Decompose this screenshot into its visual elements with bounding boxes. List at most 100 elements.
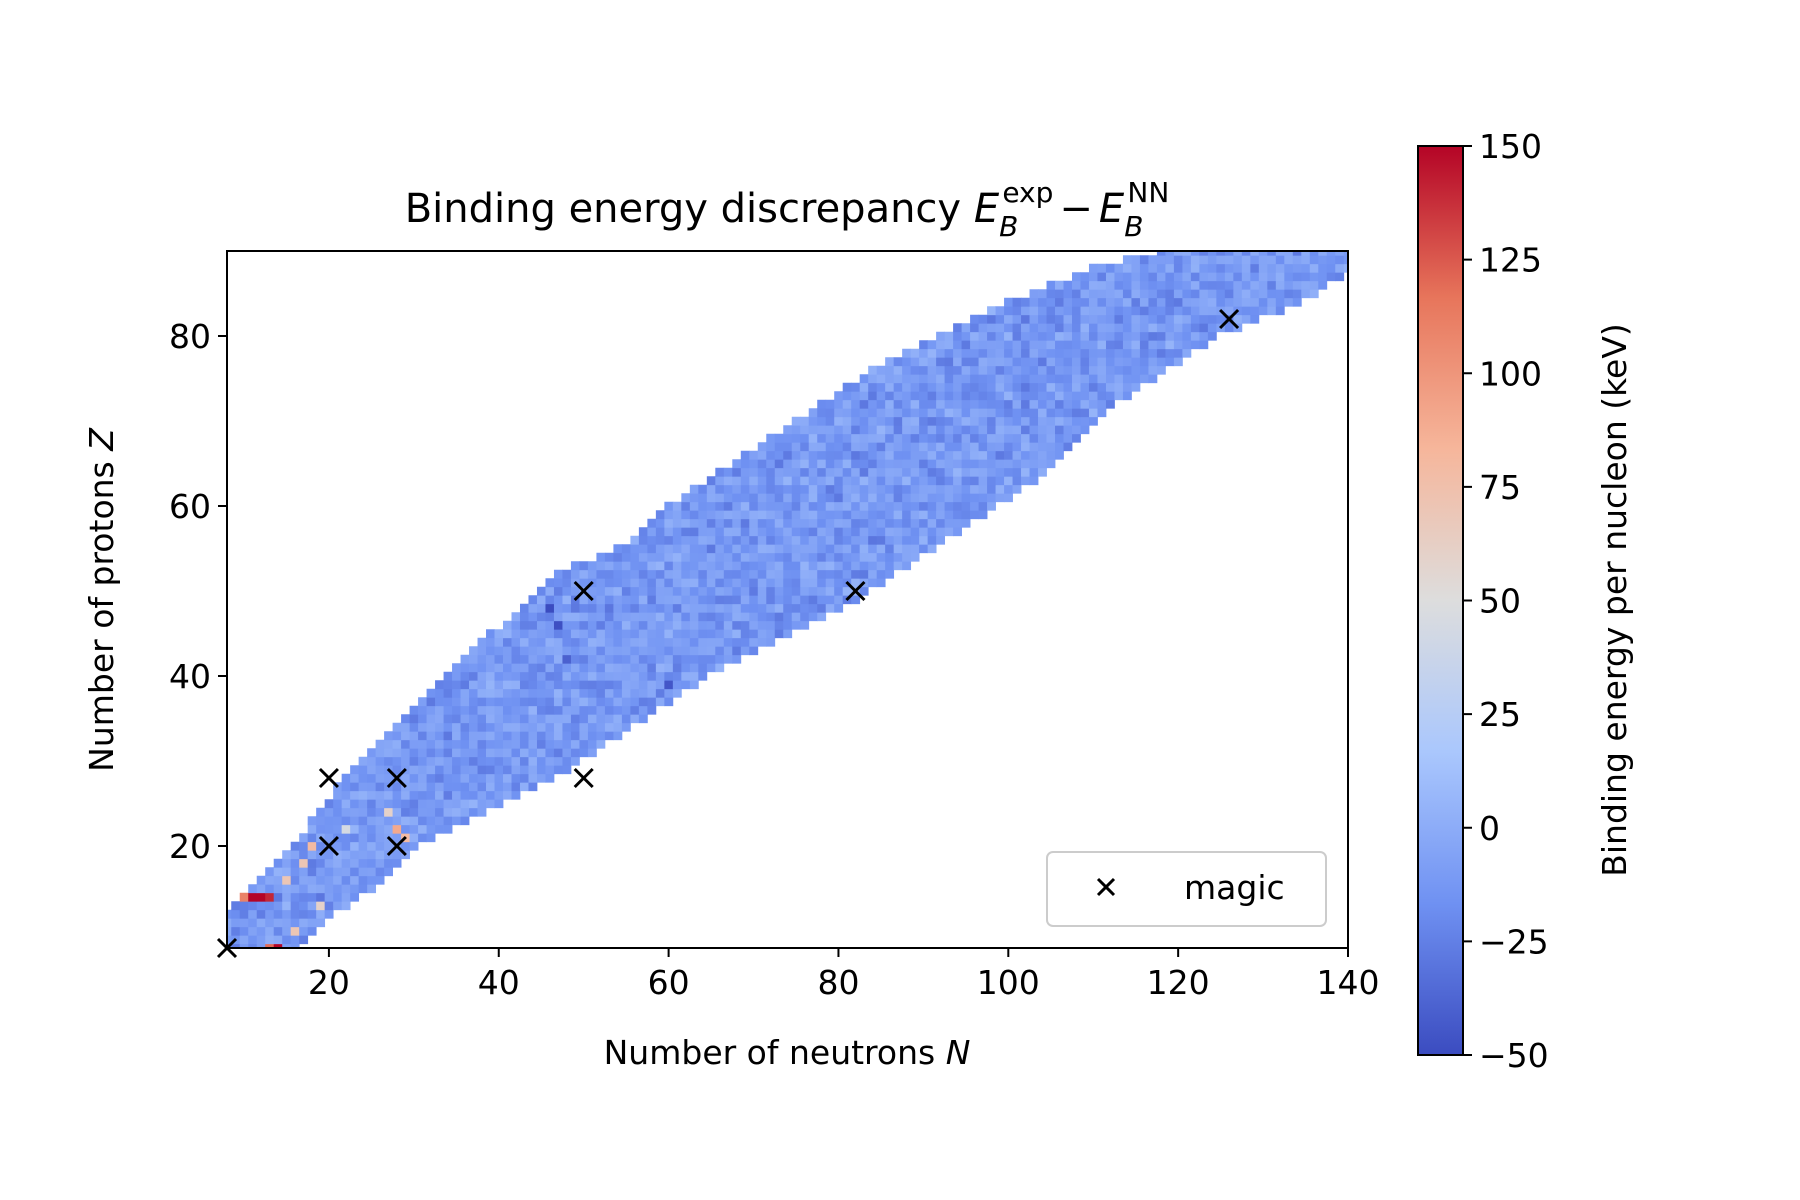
heatmap-cell	[1046, 442, 1056, 452]
heatmap-cell	[757, 544, 767, 554]
heatmap-cell	[749, 629, 759, 639]
heatmap-cell	[1284, 272, 1294, 282]
heatmap-cell	[460, 680, 470, 690]
heatmap-cell	[256, 892, 266, 902]
heatmap-cell	[613, 671, 623, 681]
heatmap-cell	[545, 731, 555, 741]
heatmap-cell	[919, 450, 929, 460]
heatmap-cell	[638, 654, 648, 664]
heatmap-cell	[341, 807, 351, 817]
heatmap-cell	[876, 416, 886, 426]
heatmap-cell	[876, 399, 886, 409]
heatmap-cell	[1250, 272, 1260, 282]
heatmap-cell	[367, 807, 377, 817]
heatmap-cell	[868, 433, 878, 443]
heatmap-cell	[1004, 467, 1013, 477]
heatmap-cell	[1021, 467, 1030, 477]
heatmap-cell	[1165, 331, 1175, 341]
heatmap-cell	[868, 578, 878, 588]
heatmap-cell	[910, 459, 920, 469]
heatmap-cell	[936, 476, 946, 486]
heatmap-cell	[1088, 348, 1098, 358]
heatmap-cell	[1105, 348, 1115, 358]
heatmap-cell	[613, 637, 623, 647]
heatmap-cell	[706, 612, 716, 622]
heatmap-cell	[698, 612, 708, 622]
heatmap-cell	[409, 841, 419, 851]
magic-marker	[318, 767, 339, 789]
heatmap-cell	[401, 816, 410, 826]
heatmap-cell	[435, 705, 444, 715]
heatmap-cell	[1182, 340, 1192, 350]
heatmap-cell	[469, 773, 478, 783]
heatmap-cell	[621, 586, 631, 596]
heatmap-cell	[613, 697, 623, 707]
heatmap-cell	[808, 416, 818, 426]
heatmap-cell	[655, 586, 665, 596]
heatmap-cell	[987, 348, 996, 358]
heatmap-cell	[375, 824, 385, 834]
heatmap-cell	[587, 697, 597, 707]
heatmap-cell	[953, 323, 962, 333]
heatmap-cell	[1012, 357, 1022, 367]
heatmap-cell	[919, 442, 929, 452]
heatmap-cell	[919, 501, 929, 511]
heatmap-cell	[766, 569, 776, 579]
heatmap-cell	[1055, 408, 1064, 418]
heatmap-cell	[341, 841, 351, 851]
heatmap-cell	[1114, 289, 1124, 299]
heatmap-cell	[460, 705, 470, 715]
heatmap-cell	[927, 518, 937, 528]
heatmap-cell	[893, 535, 903, 545]
heatmap-cell	[562, 714, 572, 724]
heatmap-cell	[477, 637, 487, 647]
heatmap-cell	[1148, 348, 1158, 358]
heatmap-cell	[545, 756, 555, 766]
heatmap-cell	[664, 595, 674, 605]
heatmap-cell	[545, 773, 555, 783]
heatmap-cell	[664, 671, 674, 681]
heatmap-cell	[987, 331, 996, 341]
heatmap-cell	[740, 459, 750, 469]
heatmap-cell	[613, 552, 623, 562]
heatmap-cell	[689, 654, 699, 664]
heatmap-cell	[953, 518, 962, 528]
heatmap-cell	[579, 697, 589, 707]
heatmap-cell	[774, 595, 784, 605]
heatmap-cell	[1088, 416, 1098, 426]
heatmap-cell	[1097, 297, 1107, 307]
heatmap-cell	[1097, 272, 1107, 282]
heatmap-cell	[740, 646, 750, 656]
heatmap-cell	[647, 680, 657, 690]
heatmap-cell	[970, 416, 979, 426]
heatmap-cell	[435, 697, 444, 707]
heatmap-cell	[307, 841, 317, 851]
heatmap-cell	[443, 680, 453, 690]
heatmap-cell	[868, 365, 878, 375]
heatmap-cell	[970, 459, 979, 469]
heatmap-cell	[570, 654, 580, 664]
heatmap-cell	[299, 833, 309, 843]
heatmap-cell	[655, 654, 665, 664]
heatmap-cell	[1055, 374, 1064, 384]
heatmap-cell	[970, 493, 979, 503]
heatmap-cell	[987, 493, 996, 503]
heatmap-cell	[1038, 340, 1047, 350]
heatmap-cell	[783, 493, 793, 503]
heatmap-cell	[1080, 365, 1090, 375]
heatmap-cell	[1038, 365, 1047, 375]
heatmap-cell	[876, 569, 886, 579]
heatmap-cell	[885, 425, 895, 435]
heatmap-cell	[426, 688, 436, 698]
heatmap-cell	[740, 569, 750, 579]
heatmap-cell	[1055, 297, 1064, 307]
heatmap-cell	[1139, 314, 1149, 324]
heatmap-cell	[503, 705, 512, 715]
heatmap-cell	[375, 807, 385, 817]
heatmap-cell	[290, 901, 300, 911]
heatmap-cell	[1097, 289, 1107, 299]
heatmap-cell	[783, 535, 793, 545]
heatmap-cell	[519, 688, 529, 698]
heatmap-cell	[1004, 459, 1013, 469]
heatmap-cell	[834, 544, 844, 554]
